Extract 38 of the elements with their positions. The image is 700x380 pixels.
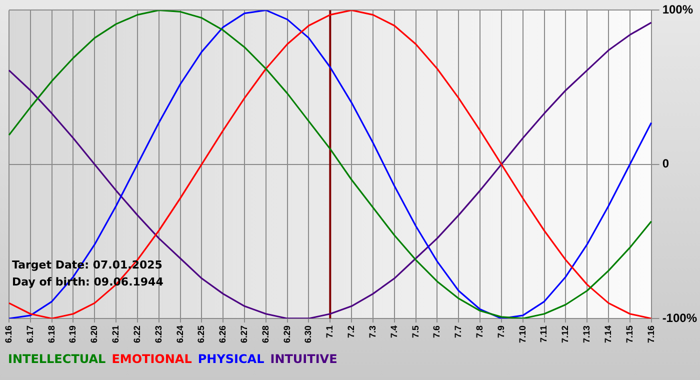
x-tick-label: 6.26 xyxy=(218,325,228,344)
text: INTELLECTUAL xyxy=(8,352,106,366)
x-tick-label: 6.29 xyxy=(282,325,292,344)
text: INTUITIVE xyxy=(270,352,338,366)
x-tick-label: 7.14 xyxy=(602,325,613,344)
x-tick-label: 6.28 xyxy=(260,325,270,344)
x-tick-label: 6.18 xyxy=(46,325,56,344)
x-tick-label: 7.3 xyxy=(367,325,378,338)
x-tick-label: 7.5 xyxy=(410,325,420,338)
x-tick-label: 6.21 xyxy=(110,325,121,344)
x-tick-label: 7.7 xyxy=(453,325,464,338)
x-tick-label: 6.25 xyxy=(196,325,206,344)
y-tick-label: 100% xyxy=(662,2,694,17)
x-tick-label: 6.24 xyxy=(174,325,185,344)
y-tick-label: 0 xyxy=(662,156,670,171)
x-tick-label: 6.30 xyxy=(303,325,314,344)
x-tick-label: 7.4 xyxy=(388,325,399,338)
x-tick-label: 6.16 xyxy=(3,325,14,344)
y-tick-label: -100% xyxy=(662,310,698,325)
x-tick-label: 7.9 xyxy=(496,325,506,338)
x-tick-label: 6.22 xyxy=(132,325,142,344)
x-tick-label: 7.1 xyxy=(324,325,335,338)
x-tick-label: 7.10 xyxy=(517,325,528,344)
x-tick-label: 6.19 xyxy=(68,325,78,344)
x-tick-label: 6.27 xyxy=(239,325,249,344)
x-tick-label: 7.6 xyxy=(432,325,442,338)
x-tick-label: 7.12 xyxy=(560,325,570,344)
x-tick-label: 7.11 xyxy=(538,325,549,343)
x-tick-label: 7.2 xyxy=(346,325,356,338)
x-tick-label: 7.13 xyxy=(582,325,592,344)
x-tick-label: 6.23 xyxy=(153,325,164,344)
text: PHYSICAL xyxy=(198,352,264,366)
x-tick-label: 7.15 xyxy=(624,325,634,344)
x-tick-label: 7.8 xyxy=(474,325,485,338)
x-tick-label: 6.20 xyxy=(89,325,100,344)
text: EMOTIONAL xyxy=(112,352,192,366)
x-tick-label: 6.17 xyxy=(24,325,35,344)
x-tick-label: 7.16 xyxy=(646,325,656,344)
